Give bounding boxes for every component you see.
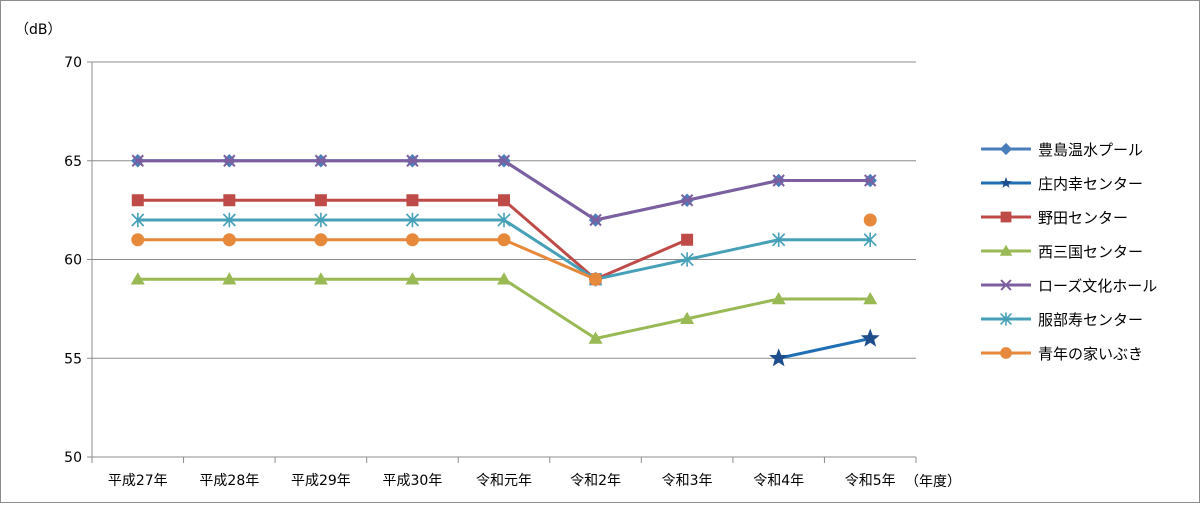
legend-label: 野田センター — [1038, 209, 1128, 227]
legend-label: 服部寿センター — [1038, 311, 1143, 329]
y-tick-label: 55 — [64, 351, 82, 367]
x-marker — [314, 154, 328, 167]
series-layer — [130, 154, 880, 367]
circle-marker — [131, 233, 145, 247]
legend-label: 豊島温水プール — [1038, 141, 1143, 159]
asterisk-marker — [497, 212, 511, 228]
x-tick-label: 平成27年 — [108, 473, 168, 489]
asterisk-marker — [405, 212, 420, 228]
y-tick-labels: 50 55 60 65 70 — [64, 55, 82, 466]
triangle-marker — [405, 272, 420, 285]
star-marker — [1000, 177, 1012, 188]
x-axis-unit-label: （年度） — [905, 474, 961, 490]
circle-marker — [222, 233, 236, 247]
legend-item: 豊島温水プール — [981, 141, 1143, 159]
circle-marker — [497, 233, 511, 247]
legend-item: 西三国センター — [981, 243, 1143, 261]
asterisk-marker — [772, 232, 786, 247]
legend-label: 青年の家いぶき — [1038, 345, 1143, 363]
x-marker — [1000, 279, 1012, 291]
star-marker — [860, 328, 880, 347]
grid-lines — [92, 61, 916, 359]
circle-marker — [589, 272, 603, 286]
series-line — [778, 337, 871, 360]
series-4 — [131, 154, 877, 227]
circle-marker — [314, 233, 328, 247]
legend-label: 庄内幸センター — [1038, 175, 1143, 193]
y-tick-label: 70 — [64, 55, 82, 71]
asterisk-marker — [1000, 312, 1012, 326]
axes — [87, 61, 917, 463]
x-tick-labels: 平成27年 平成28年 平成29年 平成30年 令和元年 令和2年 令和3年 令和4年 令和5年 — [108, 473, 896, 489]
square-marker — [498, 194, 510, 207]
series-line — [137, 238, 597, 281]
x-tick-label: 令和2年 — [570, 473, 621, 489]
asterisk-marker — [131, 212, 145, 228]
x-tick-label: 平成30年 — [383, 473, 443, 489]
legend: 豊島温水プール庄内幸センター野田センター西三国センターローズ文化ホール服部寿セン… — [981, 141, 1157, 363]
asterisk-marker — [863, 232, 877, 247]
series-line — [137, 218, 871, 281]
x-tick-label: 令和3年 — [662, 473, 713, 489]
x-marker — [680, 194, 694, 207]
y-tick-label: 50 — [64, 450, 82, 466]
x-marker — [131, 154, 144, 167]
legend-item: 服部寿センター — [981, 311, 1143, 329]
series-3 — [130, 272, 878, 344]
triangle-marker — [222, 272, 237, 285]
asterisk-marker — [222, 212, 236, 228]
x-tick-label: 令和5年 — [845, 473, 896, 489]
diamond-marker — [999, 142, 1013, 156]
x-marker — [497, 154, 511, 167]
legend-item: 野田センター — [981, 209, 1128, 227]
series-1 — [769, 328, 880, 367]
x-marker — [406, 154, 419, 167]
y-axis-unit-label: （dB） — [15, 22, 62, 38]
legend-label: ローズ文化ホール — [1038, 277, 1157, 295]
triangle-marker — [999, 244, 1013, 256]
series-6 — [131, 213, 877, 286]
square-marker — [223, 194, 236, 207]
x-tick-label: 平成29年 — [291, 473, 351, 489]
y-tick-label: 60 — [64, 253, 82, 269]
star-marker — [769, 348, 789, 367]
legend-item: ローズ文化ホール — [981, 277, 1157, 295]
x-tick-label: 令和4年 — [753, 473, 804, 489]
legend-label: 西三国センター — [1038, 243, 1143, 261]
legend-item: 庄内幸センター — [981, 175, 1143, 193]
x-marker — [589, 213, 602, 227]
y-tick-label: 65 — [64, 154, 82, 170]
series-line — [137, 159, 871, 222]
legend-item: 青年の家いぶき — [981, 345, 1143, 363]
square-marker — [314, 194, 327, 207]
triangle-marker — [863, 292, 878, 305]
series-line — [137, 159, 871, 222]
triangle-marker — [313, 272, 328, 285]
triangle-marker — [680, 311, 695, 324]
triangle-marker — [130, 272, 145, 285]
triangle-marker — [771, 292, 786, 305]
asterisk-marker — [314, 212, 328, 228]
square-marker — [131, 194, 144, 207]
circle-marker — [1000, 347, 1012, 359]
circle-marker — [863, 213, 877, 227]
square-marker — [406, 194, 419, 207]
triangle-marker — [588, 331, 603, 344]
asterisk-marker — [680, 252, 694, 267]
circle-marker — [405, 233, 419, 247]
x-tick-label: 令和元年 — [476, 473, 532, 489]
x-marker — [864, 174, 877, 187]
x-marker — [772, 174, 785, 187]
triangle-marker — [497, 272, 511, 285]
x-tick-label: 平成28年 — [199, 473, 259, 489]
x-marker — [223, 154, 236, 167]
square-marker — [1000, 211, 1012, 223]
series-line — [137, 277, 871, 340]
square-marker — [681, 233, 694, 246]
